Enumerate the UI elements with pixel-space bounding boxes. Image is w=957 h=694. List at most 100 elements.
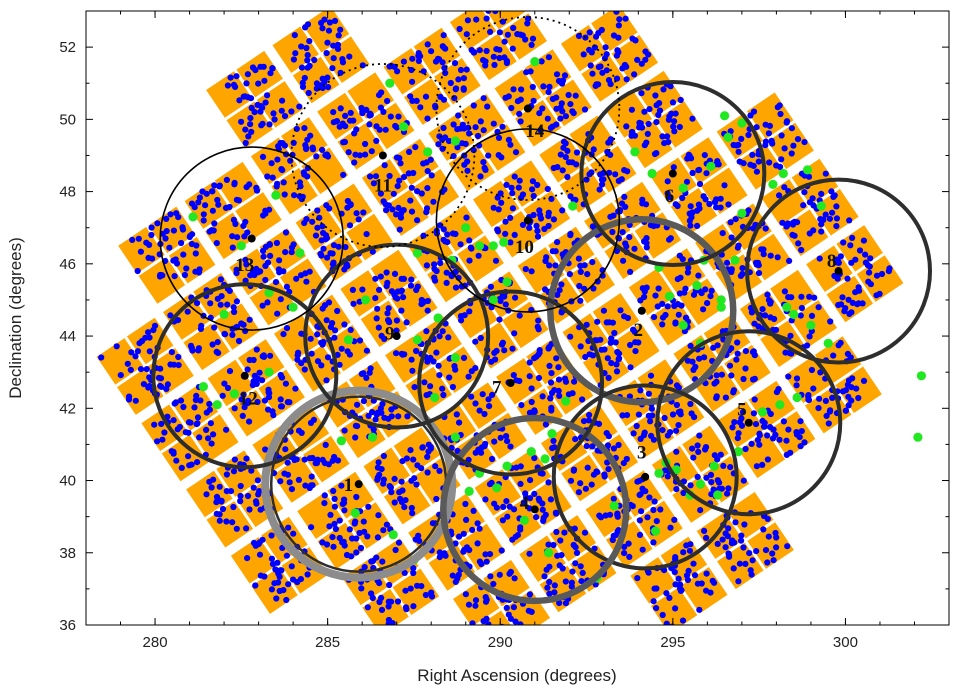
star-point [385, 603, 392, 610]
star-point [513, 464, 520, 471]
star-point [373, 137, 380, 144]
star-point [265, 406, 272, 413]
star-point [700, 306, 707, 313]
star-point [659, 321, 666, 328]
star-point [566, 271, 574, 278]
star-point [602, 44, 609, 51]
star-point [179, 224, 186, 231]
star-point [573, 149, 581, 156]
star-point [290, 56, 297, 63]
star-point [461, 312, 468, 319]
star-point [343, 551, 351, 559]
green-target-point [492, 483, 502, 493]
star-point [542, 421, 550, 428]
star-point [499, 517, 506, 524]
star-point [694, 222, 701, 229]
star-point [537, 211, 544, 218]
y-axis-title: Declination (degrees) [6, 237, 25, 399]
star-point [518, 4, 524, 10]
star-point [400, 58, 407, 65]
x-tick-label: 295 [660, 634, 685, 651]
y-tick-label: 50 [59, 111, 76, 128]
star-point [695, 448, 702, 455]
star-point [575, 489, 583, 496]
star-point [551, 589, 558, 596]
star-point [503, 604, 510, 612]
star-point [788, 125, 796, 132]
star-point [406, 148, 413, 155]
star-point [522, 490, 529, 497]
star-point [455, 112, 462, 119]
star-point [581, 106, 589, 113]
star-point [431, 274, 438, 281]
star-point [553, 71, 561, 78]
star-point [195, 269, 203, 276]
star-point [570, 466, 578, 473]
star-point [672, 554, 679, 561]
star-point [738, 422, 746, 429]
field-circle-2 [547, 216, 737, 406]
star-point [664, 133, 671, 140]
star-point [357, 544, 365, 552]
star-point [550, 541, 557, 549]
green-target-point [488, 295, 498, 305]
star-point [230, 468, 238, 475]
star-point [436, 467, 443, 474]
star-point [671, 128, 678, 135]
star-point [637, 387, 644, 394]
star-point [288, 486, 295, 493]
star-point [765, 297, 773, 304]
star-point [725, 201, 732, 208]
star-point [529, 35, 537, 42]
star-point [215, 201, 222, 208]
star-point [324, 39, 331, 46]
star-point [411, 384, 418, 391]
field-label-13: 13 [235, 255, 254, 276]
star-point [637, 297, 644, 304]
star-point [739, 409, 747, 416]
field-label-6: 6 [665, 186, 675, 207]
star-point [672, 320, 679, 327]
star-point [754, 259, 762, 266]
star-point [580, 418, 588, 425]
star-point [530, 97, 537, 104]
star-point [719, 230, 726, 237]
star-point [396, 489, 403, 496]
star-point [325, 27, 333, 34]
star-point [301, 456, 308, 463]
star-point [503, 181, 510, 188]
star-point [171, 400, 178, 407]
star-point [613, 75, 621, 82]
field-center-layer [240, 104, 843, 514]
star-point [759, 306, 766, 313]
star-point [546, 578, 553, 586]
star-point [559, 565, 566, 572]
star-point [774, 104, 781, 111]
star-point [519, 221, 527, 228]
star-point [451, 95, 458, 102]
star-point [414, 283, 421, 290]
star-point [474, 132, 482, 140]
star-point [361, 528, 368, 535]
star-point [399, 458, 406, 465]
star-point [491, 438, 498, 445]
star-point [320, 229, 327, 237]
star-point [337, 26, 344, 33]
star-point [575, 255, 583, 262]
star-point [306, 62, 313, 69]
star-point [216, 517, 223, 524]
star-point [661, 467, 669, 474]
star-point [297, 576, 304, 583]
star-point [642, 488, 649, 495]
star-point [751, 375, 758, 382]
star-point [492, 11, 499, 15]
star-point [554, 291, 561, 298]
star-point [440, 391, 447, 399]
star-point [349, 286, 356, 293]
star-point [483, 1, 489, 7]
star-point [167, 312, 174, 319]
star-point [848, 259, 855, 266]
star-point [571, 378, 578, 385]
star-point [509, 45, 516, 52]
star-point [98, 354, 105, 361]
